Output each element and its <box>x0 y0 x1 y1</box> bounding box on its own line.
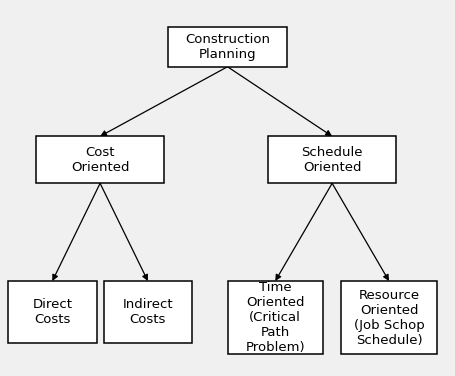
Text: Resource
Oriented
(Job Schop
Schedule): Resource Oriented (Job Schop Schedule) <box>354 289 425 347</box>
Text: Indirect
Costs: Indirect Costs <box>122 298 173 326</box>
Text: Cost
Oriented: Cost Oriented <box>71 146 129 174</box>
FancyBboxPatch shape <box>268 136 396 183</box>
FancyBboxPatch shape <box>228 281 323 354</box>
Text: Schedule
Oriented: Schedule Oriented <box>301 146 363 174</box>
FancyBboxPatch shape <box>36 136 164 183</box>
Text: Time
Oriented
(Critical
Path
Problem): Time Oriented (Critical Path Problem) <box>245 281 305 354</box>
FancyBboxPatch shape <box>8 281 97 343</box>
Text: Direct
Costs: Direct Costs <box>32 298 72 326</box>
FancyBboxPatch shape <box>168 27 287 67</box>
Text: Construction
Planning: Construction Planning <box>185 33 270 61</box>
FancyBboxPatch shape <box>104 281 192 343</box>
FancyBboxPatch shape <box>341 281 437 354</box>
